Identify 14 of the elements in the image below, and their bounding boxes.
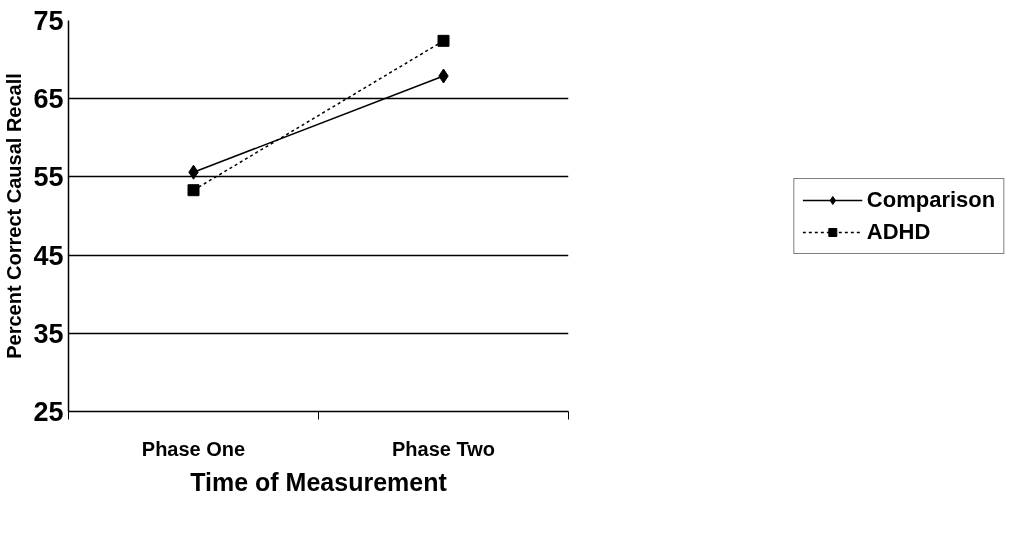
- x-axis-title: Time of Measurement: [190, 467, 448, 496]
- y-tick-label: 45: [33, 240, 64, 271]
- x-tick-label: Phase One: [141, 437, 246, 460]
- y-tick-label: 75: [33, 6, 64, 36]
- y-tick-label: 25: [33, 397, 64, 427]
- x-tick-label: Phase Two: [392, 437, 496, 460]
- y-axis-title: Percent Correct Causal Recall: [3, 73, 26, 359]
- legend-label: Comparison: [866, 186, 996, 213]
- y-tick-label: 55: [33, 162, 64, 193]
- y-tick-label: 35: [33, 318, 64, 349]
- y-tick-label: 65: [33, 84, 64, 115]
- point: [437, 34, 450, 47]
- legend-label: ADHD: [866, 218, 931, 245]
- point: [187, 184, 200, 197]
